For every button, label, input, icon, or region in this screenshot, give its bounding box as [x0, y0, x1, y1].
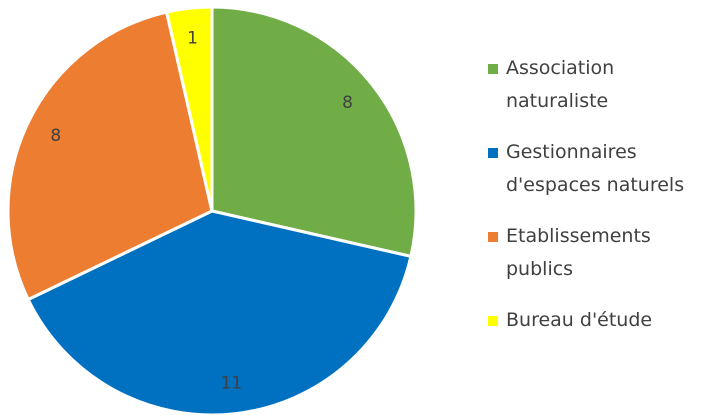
legend-swatch — [488, 232, 498, 242]
legend-label: Bureau d'étude — [506, 309, 653, 331]
data-label: 8 — [342, 93, 353, 113]
legend-item: Etablissements publics — [488, 220, 716, 286]
data-label: 8 — [50, 126, 61, 146]
legend-swatch — [488, 316, 498, 326]
legend-swatch — [488, 148, 498, 158]
legend: Association naturaliste Gestionnaires d'e… — [488, 52, 716, 355]
data-label: 1 — [187, 29, 198, 49]
pie-slice — [164, 5, 214, 212]
pie-slice — [26, 209, 413, 415]
legend-label: Etablissements publics — [506, 225, 651, 280]
legend-item: Bureau d'étude — [488, 304, 716, 337]
data-label: 11 — [221, 373, 243, 393]
legend-item: Gestionnaires d'espaces naturels — [488, 136, 716, 202]
legend-swatch — [488, 64, 498, 74]
legend-label: Gestionnaires d'espaces naturels — [506, 141, 685, 196]
pie-slice — [210, 5, 418, 259]
legend-label: Association naturaliste — [506, 57, 615, 112]
legend-item: Association naturaliste — [488, 52, 716, 118]
pie-slice — [6, 10, 214, 302]
